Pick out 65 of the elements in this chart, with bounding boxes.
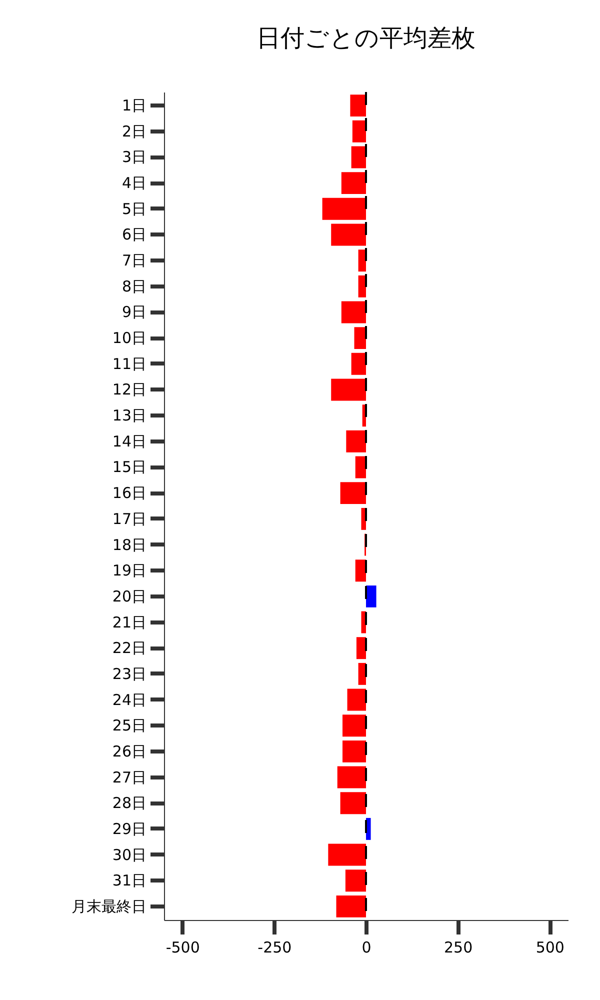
bar [340, 482, 366, 504]
chart-title: 日付ごとの平均差枚 [256, 24, 476, 52]
y-tick-label: 17日 [112, 510, 146, 528]
bar [358, 662, 366, 685]
x-tick-label: 500 [536, 938, 564, 956]
y-tick-label: 11日 [112, 354, 146, 373]
y-tick-label: 8日 [122, 277, 146, 296]
y-tick-label: 6日 [122, 226, 146, 244]
y-tick-label: 1日 [122, 96, 146, 115]
y-tick-label: 18日 [112, 536, 146, 554]
bar [358, 275, 366, 298]
bar [336, 895, 366, 918]
bar [340, 792, 366, 814]
y-tick-label: 24日 [112, 690, 146, 709]
bar [351, 352, 366, 375]
bar [337, 766, 366, 788]
bar [355, 560, 366, 582]
y-tick-label: 5日 [122, 200, 146, 218]
y-tick-label: 22日 [112, 639, 146, 658]
y-tick-label: 4日 [122, 174, 146, 192]
y-tick-label: 26日 [112, 742, 146, 760]
bar [342, 714, 366, 737]
bar [355, 456, 366, 478]
y-tick-label: 21日 [112, 613, 146, 632]
bar [328, 844, 366, 866]
bar [356, 637, 366, 660]
y-tick-label: 15日 [112, 458, 146, 476]
bar [358, 250, 366, 272]
y-tick-label: 14日 [112, 432, 146, 450]
bar [347, 688, 366, 711]
y-tick-label: 20日 [112, 587, 146, 606]
bar [341, 172, 366, 194]
bar [352, 120, 366, 142]
y-tick-label: 25日 [112, 716, 146, 735]
x-tick-label: 0 [362, 938, 372, 956]
bar [354, 327, 366, 350]
x-tick-label: -500 [166, 938, 200, 956]
bar [350, 94, 366, 117]
y-tick-label: 23日 [112, 664, 146, 683]
y-tick-label: 31日 [112, 872, 146, 890]
bar [342, 740, 366, 762]
bar [351, 146, 366, 168]
x-tick-label: -250 [258, 938, 292, 956]
x-tick-label: 250 [444, 938, 473, 956]
y-tick-label: 29日 [112, 820, 146, 838]
bar [346, 430, 366, 452]
y-tick-label: 月末最終日 [72, 897, 146, 916]
y-tick-label: 19日 [112, 562, 146, 580]
bar [331, 378, 366, 401]
y-tick-label: 7日 [122, 252, 146, 270]
y-tick-label: 30日 [112, 846, 146, 864]
y-tick-label: 28日 [112, 794, 146, 812]
y-tick-label: 10日 [112, 329, 146, 348]
y-tick-label: 13日 [112, 406, 146, 425]
bar [322, 198, 366, 220]
bar [331, 224, 366, 246]
y-tick-label: 27日 [112, 768, 146, 786]
bar [345, 870, 366, 892]
bar [366, 585, 376, 608]
y-tick-label: 3日 [122, 148, 146, 166]
y-tick-label: 12日 [112, 380, 146, 399]
y-tick-label: 2日 [122, 122, 146, 140]
bar [341, 301, 366, 324]
y-tick-label: 16日 [112, 484, 146, 502]
y-tick-label: 9日 [122, 303, 146, 322]
